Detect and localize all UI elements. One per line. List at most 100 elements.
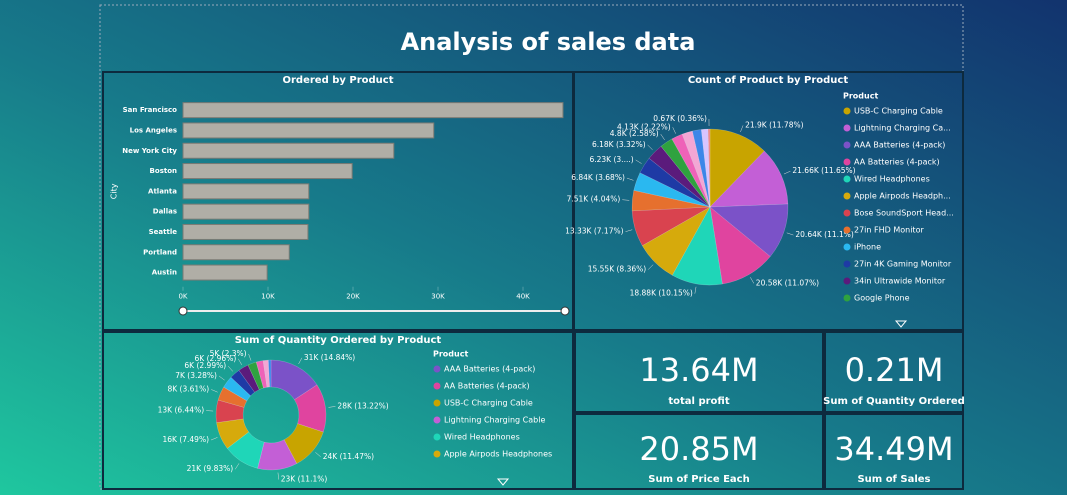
leader-line: [298, 357, 303, 365]
axis-title: City: [110, 183, 119, 199]
dashboard-title: Analysis of sales data: [401, 28, 696, 56]
panel: [824, 331, 964, 413]
data-label: 28K (13.22%): [337, 401, 388, 410]
kpi-value: 13.64M: [639, 351, 758, 389]
slice: [692, 129, 711, 208]
data-label: 20.64K (11.1%): [795, 230, 854, 239]
y-tick-label: New York City: [122, 147, 177, 155]
y-tick-label: Boston: [150, 167, 177, 175]
slice: [633, 172, 711, 208]
panel: [102, 331, 574, 490]
panel: [824, 413, 964, 490]
data-label: 0.67K (0.36%): [653, 114, 707, 123]
legend-label[interactable]: Wired Headphones: [444, 433, 520, 442]
chart-title: Count of Product by Product: [688, 75, 849, 86]
leader-line: [234, 463, 240, 470]
bar: [182, 183, 310, 200]
slider-handle[interactable]: [560, 306, 570, 316]
legend-label[interactable]: AA Batteries (4-pack): [854, 158, 940, 167]
leader-line: [315, 452, 321, 458]
leader-line: [660, 133, 665, 141]
slice: [226, 431, 265, 469]
legend-label[interactable]: AAA Batteries (4-pack): [854, 141, 945, 150]
leader-line: [328, 406, 336, 408]
legend-label[interactable]: 27in FHD Monitor: [854, 226, 924, 235]
legend-label[interactable]: Apple Airpods Headph...: [854, 192, 951, 201]
leader-line: [647, 144, 653, 151]
legend-label[interactable]: Apple Airpods Headphones: [444, 450, 552, 459]
panel: [574, 331, 824, 413]
leader-line: [648, 264, 654, 270]
slice: [268, 359, 272, 388]
slice: [223, 376, 251, 402]
legend-swatch: [843, 192, 851, 200]
legend-label[interactable]: Google Phone: [854, 294, 910, 303]
data-label: 15.55K (8.36%): [588, 265, 647, 274]
leader-line: [672, 127, 676, 134]
legend-label[interactable]: USB-C Charging Cable: [854, 107, 943, 116]
slice: [283, 423, 324, 464]
x-tick-label: 0K: [178, 293, 187, 301]
leader-line: [750, 277, 755, 284]
legend-swatch: [843, 141, 851, 149]
data-label: 21K (9.83%): [187, 464, 234, 473]
legend-label[interactable]: 34in Ultrawide Monitor: [854, 277, 946, 286]
legend-label[interactable]: AA Batteries (4-pack): [444, 382, 530, 391]
slider-handle[interactable]: [178, 306, 188, 316]
slice: [230, 370, 255, 397]
data-label: 24K (11.47%): [323, 452, 374, 461]
data-label: 20.58K (11.07%): [756, 278, 819, 287]
legend-label[interactable]: USB-C Charging Cable: [444, 399, 533, 408]
legend-label[interactable]: Lightning Charging Ca...: [854, 124, 951, 133]
slice: [660, 138, 711, 208]
y-tick-label: Portland: [143, 248, 177, 256]
slice: [671, 133, 711, 208]
data-label: 6K (2.96%): [195, 354, 237, 363]
leader-line: [210, 437, 218, 441]
data-label: 18.88K (10.15%): [630, 289, 693, 298]
data-label: 23K (11.1%): [281, 475, 328, 484]
legend-label[interactable]: AAA Batteries (4-pack): [444, 365, 535, 374]
legend-swatch: [843, 243, 851, 251]
bar: [182, 244, 290, 261]
legend-swatch: [433, 433, 441, 441]
data-label: 8K (3.61%): [167, 384, 209, 393]
leader-line: [211, 389, 218, 393]
legend-label[interactable]: Lightning Charging Cable: [444, 416, 545, 425]
slice: [247, 361, 264, 390]
data-label: 5K (2.3%): [210, 349, 247, 358]
slice: [294, 384, 327, 433]
legend-label[interactable]: iPhone: [854, 243, 881, 252]
kpi-value: 20.85M: [639, 430, 758, 468]
slice: [707, 128, 711, 208]
data-label: 13K (6.44%): [158, 406, 205, 415]
kpi-label: total profit: [668, 396, 729, 407]
x-tick-label: 40K: [516, 293, 530, 301]
scroll-arrow[interactable]: [894, 320, 908, 328]
legend-title: Product: [433, 350, 468, 359]
data-label: 4.8K (2.58%): [610, 129, 659, 138]
scroll-arrow[interactable]: [496, 478, 510, 486]
slice: [639, 157, 711, 208]
slice: [641, 206, 711, 276]
legend-swatch: [843, 209, 851, 217]
leader-line: [783, 170, 791, 175]
y-tick-label: San Francisco: [123, 106, 178, 114]
legend-swatch: [433, 450, 441, 458]
legend-label[interactable]: Wired Headphones: [854, 175, 930, 184]
slice: [257, 439, 298, 471]
slice: [681, 130, 711, 208]
slice: [217, 386, 248, 408]
slice: [631, 206, 711, 247]
bar: [182, 264, 268, 281]
kpi-label: Sum of Quantity Ordered: [823, 396, 965, 407]
leader-line: [248, 353, 252, 361]
leader-line: [277, 472, 280, 480]
bar: [182, 102, 564, 119]
data-label: 16K (7.49%): [162, 435, 209, 444]
legend-label[interactable]: Bose SoundSport Head...: [854, 209, 954, 218]
y-tick-label: Dallas: [153, 208, 177, 216]
legend-label[interactable]: 27in 4K Gaming Monitor: [854, 260, 952, 269]
y-tick-label: Austin: [152, 269, 177, 277]
